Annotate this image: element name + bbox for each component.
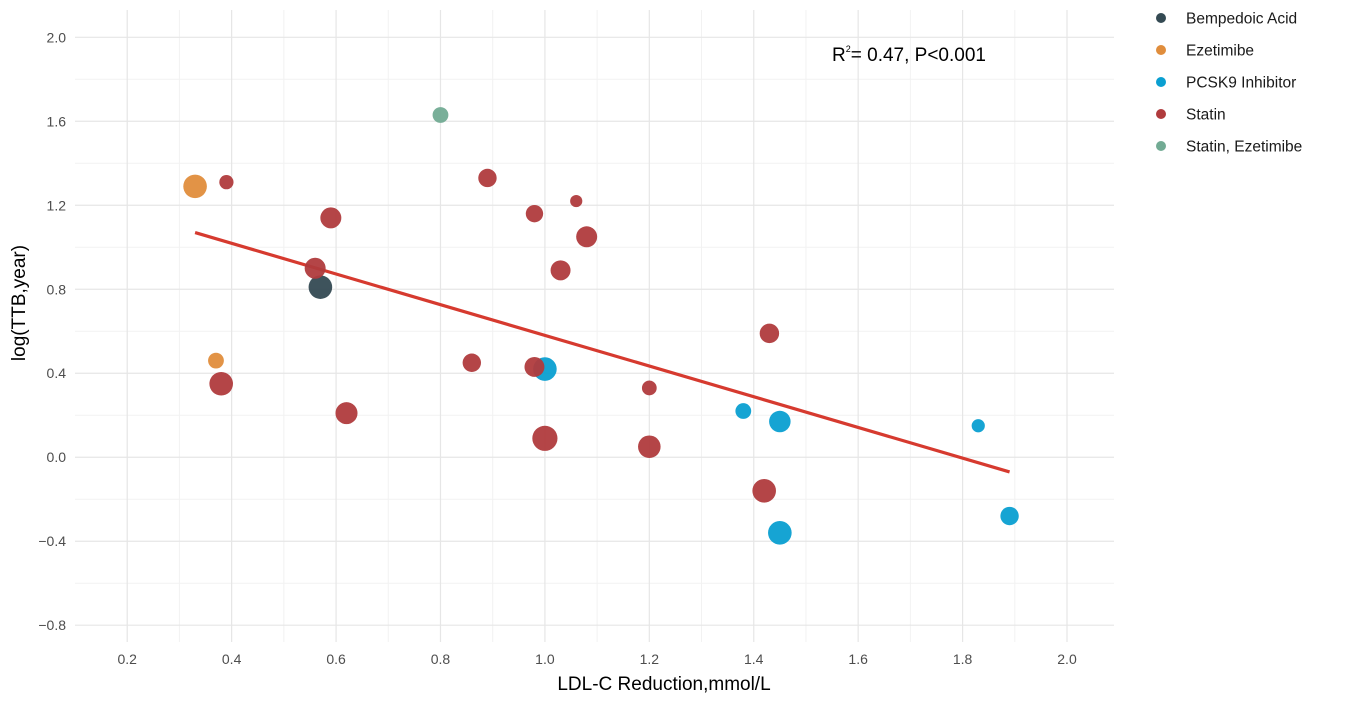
y-tick-label: −0.8 xyxy=(38,617,66,633)
data-point-pcsk9-inhibitor xyxy=(971,419,985,433)
data-point-statin xyxy=(478,168,497,188)
major-gridlines xyxy=(75,10,1114,642)
data-point-ezetimibe xyxy=(208,352,224,369)
y-axis-ticks: −0.8 −0.4 0.0 0.4 0.8 1.2 1.6 2.0 xyxy=(38,29,66,633)
data-point-statin xyxy=(320,207,342,229)
data-points xyxy=(183,107,1019,545)
data-point-statin xyxy=(550,260,571,281)
data-point-statin xyxy=(570,194,583,208)
data-point-statin xyxy=(335,402,358,425)
y-axis-title: log(TTB,year) xyxy=(9,245,30,361)
x-tick-label: 2.0 xyxy=(1057,651,1077,667)
data-point-statin xyxy=(759,323,780,344)
data-point-statin xyxy=(576,226,598,248)
r-squared-superscript: 2 xyxy=(846,44,851,54)
minor-gridlines xyxy=(75,10,1114,642)
x-tick-label: 0.4 xyxy=(222,651,242,667)
r-squared-label: R xyxy=(832,45,846,66)
data-point-statin xyxy=(304,257,326,279)
y-tick-label: −0.4 xyxy=(38,533,66,549)
data-point-statin xyxy=(532,425,558,451)
x-tick-label: 0.2 xyxy=(117,651,137,667)
y-tick-label: 0.0 xyxy=(47,449,67,465)
r-squared-annotation: R2= 0.47, P<0.001 xyxy=(832,44,986,66)
data-point-pcsk9-inhibitor xyxy=(1000,506,1019,526)
legend-key xyxy=(1156,77,1166,87)
legend-label: Statin, Ezetimibe xyxy=(1186,139,1302,156)
legend-key xyxy=(1156,45,1166,55)
data-point-statin-ezetimibe xyxy=(432,107,449,123)
legend-label: Statin xyxy=(1186,107,1226,124)
legend-key xyxy=(1156,13,1166,23)
data-point-statin xyxy=(641,380,657,396)
x-tick-label: 1.0 xyxy=(535,651,555,667)
x-axis-ticks: 0.2 0.4 0.6 0.8 1.0 1.2 1.4 1.6 1.8 2.0 xyxy=(117,651,1076,667)
y-tick-label: 0.8 xyxy=(47,281,67,297)
regression-line xyxy=(194,231,1011,474)
data-point-pcsk9-inhibitor xyxy=(735,403,752,419)
data-point-pcsk9-inhibitor xyxy=(768,521,792,545)
x-axis-title: LDL-C Reduction,mmol/L xyxy=(557,674,770,695)
data-point-pcsk9-inhibitor xyxy=(769,410,791,433)
data-point-statin xyxy=(209,371,233,396)
x-tick-label: 1.4 xyxy=(744,651,764,667)
legend-label: PCSK9 Inhibitor xyxy=(1186,75,1296,92)
data-point-statin xyxy=(462,353,482,372)
data-point-statin xyxy=(219,175,234,190)
x-tick-label: 1.2 xyxy=(640,651,660,667)
data-point-statin xyxy=(752,479,776,503)
y-tick-label: 2.0 xyxy=(47,29,67,45)
data-point-statin xyxy=(525,204,544,223)
y-tick-label: 0.4 xyxy=(47,365,67,381)
data-point-ezetimibe xyxy=(183,174,207,199)
data-point-statin xyxy=(638,435,661,459)
legend-label: Ezetimibe xyxy=(1186,43,1254,60)
legend-label: Bempedoic Acid xyxy=(1186,11,1297,28)
data-point-bempedoic-acid xyxy=(308,275,333,299)
x-tick-label: 0.6 xyxy=(326,651,346,667)
data-point-statin xyxy=(524,356,545,377)
legend-key xyxy=(1156,141,1166,151)
y-tick-label: 1.2 xyxy=(47,197,67,213)
regression-line-group xyxy=(194,231,1011,474)
legend-key xyxy=(1156,109,1166,119)
x-tick-label: 1.8 xyxy=(953,651,973,667)
legend: Bempedoic Acid Ezetimibe PCSK9 Inhibitor St… xyxy=(1156,11,1302,156)
x-tick-label: 1.6 xyxy=(848,651,868,667)
y-tick-label: 1.6 xyxy=(47,113,67,129)
r-squared-value: = 0.47, P<0.001 xyxy=(851,45,986,66)
x-tick-label: 0.8 xyxy=(431,651,451,667)
